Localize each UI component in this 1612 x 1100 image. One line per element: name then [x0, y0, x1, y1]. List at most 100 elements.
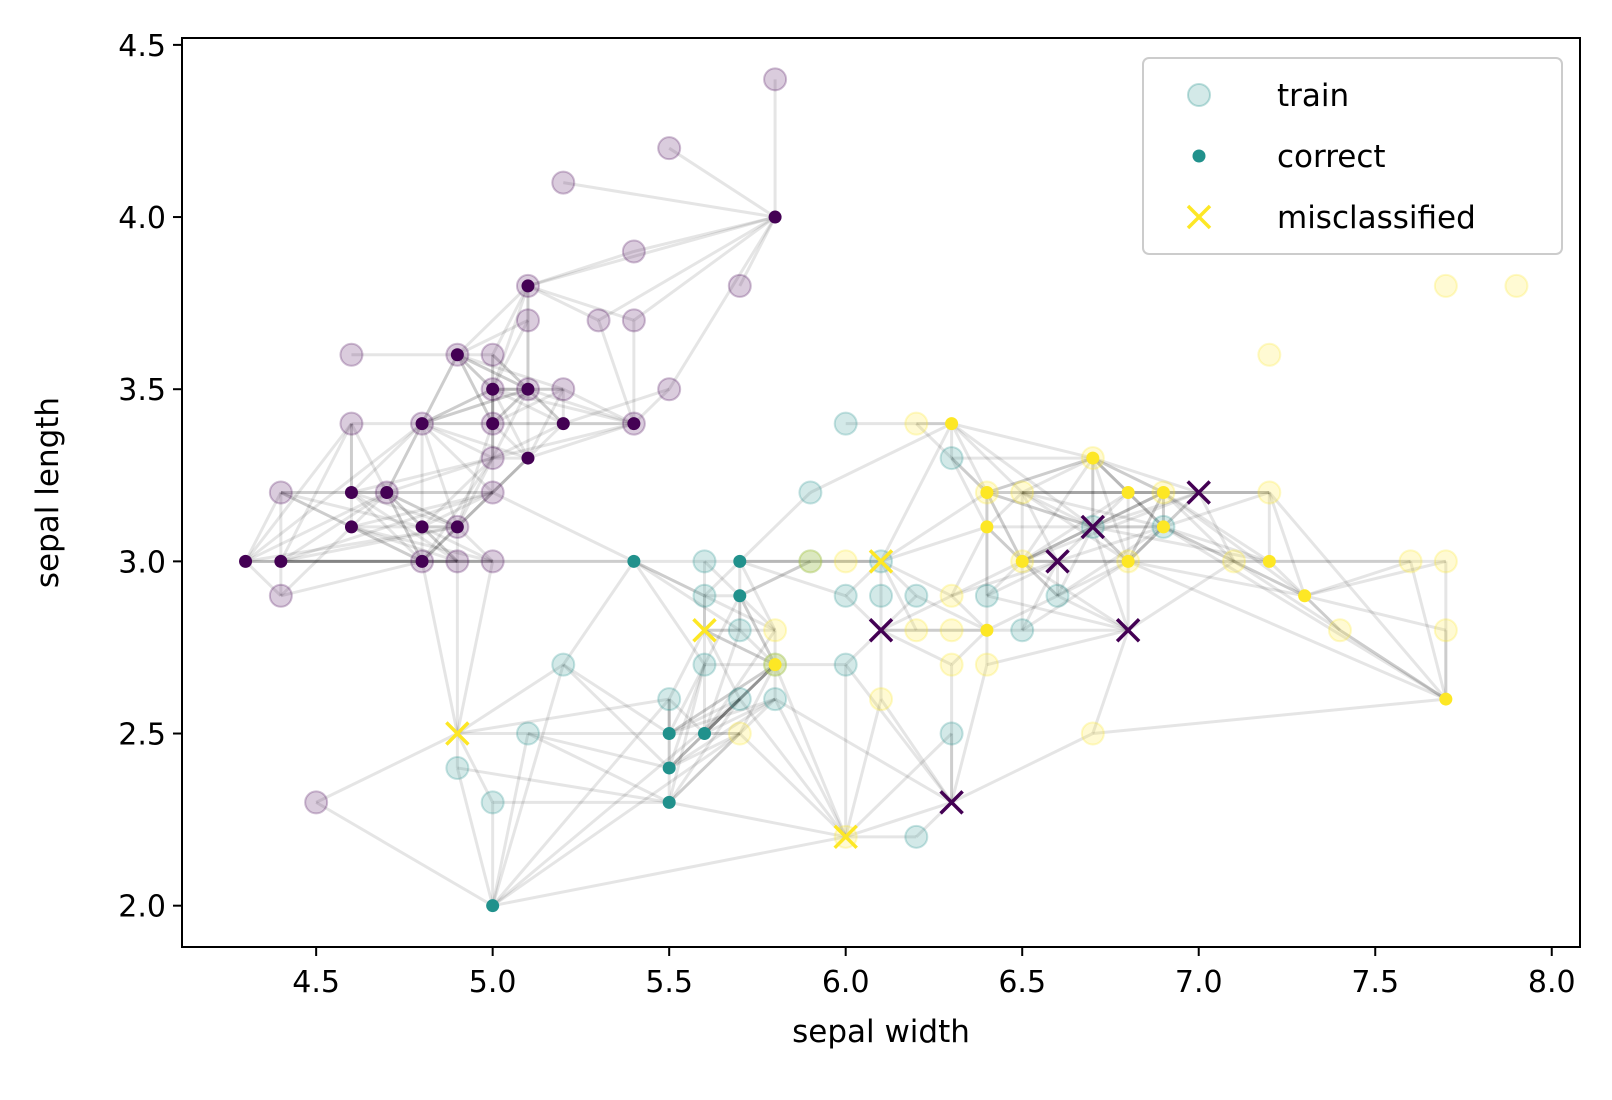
neighbor-edge — [562, 663, 670, 735]
train-point — [939, 721, 964, 746]
neighbor-edge — [420, 354, 459, 425]
train-point — [1010, 480, 1035, 505]
neighbor-edge — [1092, 525, 1270, 563]
neighbor-edge — [491, 319, 530, 390]
neighbor-edge — [420, 457, 494, 563]
neighbor-edge — [703, 560, 741, 597]
neighbor-edge — [420, 561, 459, 734]
neighbor-edge — [633, 560, 776, 632]
neighbor-edge — [492, 387, 564, 425]
neighbor-edge — [456, 353, 494, 391]
correct-point — [980, 520, 994, 534]
neighbor-edge — [350, 422, 389, 494]
train-point — [1222, 549, 1247, 574]
correct-point — [662, 795, 676, 809]
neighbor-edge — [950, 629, 988, 666]
correct-point — [1298, 589, 1312, 603]
neighbor-edge — [1091, 456, 1130, 494]
neighbor-edge — [421, 491, 494, 529]
neighbor-edge — [491, 664, 565, 907]
neighbor-edge — [1020, 560, 1059, 631]
misclassified-point — [868, 617, 894, 643]
neighbor-edge — [985, 491, 1024, 563]
neighbor-edge — [703, 629, 742, 700]
train-point — [480, 549, 505, 574]
neighbor-edge — [1020, 491, 1059, 563]
train-point — [339, 411, 364, 436]
neighbor-edge — [279, 422, 353, 563]
neighbor-edge — [1021, 491, 1094, 529]
neighbor-edge — [809, 422, 953, 494]
train-point — [1433, 273, 1458, 298]
neighbor-edge — [915, 594, 988, 632]
neighbor-edge — [279, 525, 353, 597]
neighbor-edge — [738, 732, 847, 838]
plot-area — [239, 67, 1529, 913]
neighbor-edge — [1021, 491, 1129, 563]
neighbor-edge — [985, 491, 1024, 563]
neighbor-edge — [703, 698, 741, 735]
legend-label-correct: correct — [1277, 139, 1386, 175]
x-tick-label: 7.5 — [1351, 965, 1399, 1000]
neighbor-edge — [1162, 491, 1236, 563]
neighbor-edge — [421, 387, 529, 426]
neighbor-edge — [492, 491, 635, 563]
neighbor-edge — [457, 766, 670, 804]
neighbor-edge — [350, 525, 423, 563]
neighbor-edge — [492, 422, 635, 460]
neighbor-edge — [351, 525, 494, 563]
neighbor-edges — [244, 79, 1448, 908]
neighbor-edge — [562, 663, 671, 770]
correct-point — [239, 554, 253, 568]
correct-point — [980, 486, 994, 499]
neighbor-edge — [1127, 559, 1447, 701]
neighbor-edge — [244, 560, 282, 597]
neighbor-edge — [1233, 560, 1447, 701]
neighbor-edge — [1091, 457, 1130, 562]
neighbor-edge — [667, 664, 706, 769]
neighbor-edge — [455, 561, 495, 734]
neighbor-edge — [739, 560, 812, 598]
misclassified-point — [868, 549, 894, 574]
neighbor-edge — [844, 663, 953, 804]
train-point — [692, 652, 717, 677]
neighbor-edge — [668, 663, 777, 770]
train-point — [268, 583, 293, 608]
train-point — [551, 377, 576, 402]
neighbor-edge — [244, 491, 283, 563]
neighbor-edge — [385, 422, 424, 494]
neighbor-edge — [738, 698, 847, 838]
train-point — [904, 824, 929, 849]
neighbor-edge — [703, 595, 742, 666]
neighbor-edge — [492, 387, 635, 426]
y-tick-label: 4.0 — [118, 201, 166, 236]
legend-misclassified-marker — [1186, 204, 1212, 230]
train-point — [445, 755, 470, 780]
neighbor-edge — [1056, 594, 1129, 632]
neighbor-edge — [950, 422, 989, 494]
correct-points — [239, 210, 1453, 913]
train-point — [1010, 618, 1035, 643]
correct-point — [486, 382, 500, 396]
train-point — [798, 480, 823, 505]
neighbor-edge — [667, 663, 706, 735]
misclassified-point — [1115, 617, 1141, 643]
neighbor-edge — [244, 422, 423, 563]
neighbor-edge — [879, 422, 953, 563]
neighbor-edge — [667, 216, 777, 390]
correct-point — [1086, 451, 1100, 465]
train-point — [1504, 273, 1529, 298]
neighbor-edge — [738, 560, 777, 631]
neighbor-edge — [951, 422, 1094, 460]
neighbor-edge — [563, 181, 776, 219]
train-point — [515, 721, 540, 746]
train-point — [833, 411, 858, 436]
misclassified-point — [833, 824, 858, 850]
neighbor-edge — [456, 284, 530, 356]
y-tick-label: 4.5 — [118, 29, 166, 64]
train-point — [833, 652, 858, 677]
x-axis-label: sepal width — [792, 1014, 970, 1050]
neighbor-edge — [667, 629, 706, 700]
neighbor-edge — [1127, 560, 1235, 632]
neighbor-edge — [739, 560, 812, 598]
